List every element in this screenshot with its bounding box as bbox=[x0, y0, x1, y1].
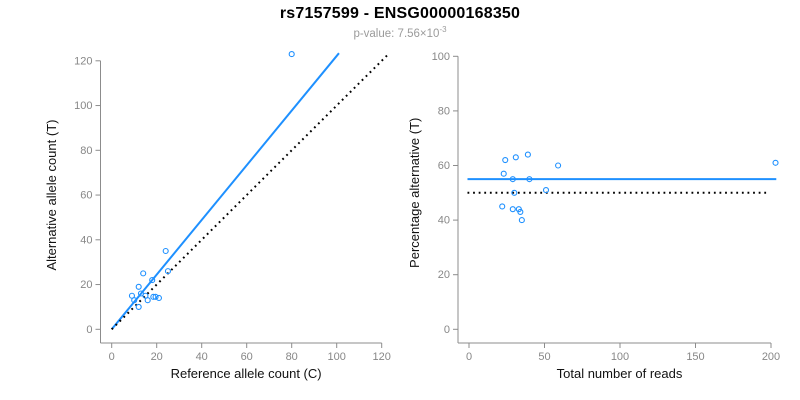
data-point bbox=[155, 294, 162, 302]
data-point bbox=[149, 277, 156, 284]
p-value-exponent: -3 bbox=[439, 25, 447, 34]
y-tick-label: 0 bbox=[86, 324, 92, 336]
x-tick-label: 60 bbox=[241, 351, 253, 363]
x-tick-label: 80 bbox=[286, 351, 298, 363]
data-point bbox=[517, 208, 524, 215]
x-tick-label: 20 bbox=[151, 351, 163, 363]
y-tick-label: 100 bbox=[74, 100, 92, 112]
y-tick-label: 0 bbox=[444, 324, 450, 336]
data-point bbox=[555, 162, 562, 169]
p-value-prefix: p-value: bbox=[353, 27, 398, 40]
x-axis-title: Total number of reads bbox=[557, 366, 683, 381]
data-point bbox=[140, 270, 147, 277]
y-tick-label: 20 bbox=[438, 269, 450, 281]
data-point bbox=[135, 283, 142, 290]
data-point bbox=[499, 203, 506, 210]
y-tick-label: 40 bbox=[80, 234, 92, 246]
data-point bbox=[135, 303, 142, 310]
data-point bbox=[511, 189, 518, 196]
data-point bbox=[524, 151, 531, 158]
x-tick-label: 40 bbox=[196, 351, 208, 363]
data-point bbox=[512, 154, 519, 161]
data-point bbox=[288, 51, 295, 58]
p-value-subtitle: p-value: 7.56×10-3 bbox=[0, 25, 800, 40]
x-tick-label: 150 bbox=[686, 351, 704, 363]
data-point bbox=[518, 217, 525, 224]
y-tick-label: 40 bbox=[438, 215, 450, 227]
x-tick-label: 120 bbox=[373, 351, 391, 363]
y-tick-label: 80 bbox=[438, 105, 450, 117]
y-tick-label: 20 bbox=[80, 279, 92, 291]
identity-line bbox=[110, 54, 389, 331]
data-point bbox=[509, 176, 516, 183]
x-tick-label: 100 bbox=[328, 351, 346, 363]
data-point bbox=[164, 268, 171, 275]
y-tick-label: 60 bbox=[80, 190, 92, 202]
x-tick-label: 200 bbox=[762, 351, 780, 363]
y-tick-label: 80 bbox=[80, 145, 92, 157]
x-tick-label: 0 bbox=[109, 351, 115, 363]
x-tick-label: 100 bbox=[611, 351, 629, 363]
x-axis-title: Reference allele count (C) bbox=[171, 366, 322, 381]
data-point bbox=[152, 293, 159, 300]
p-value-mantissa: 7.56×10 bbox=[397, 27, 440, 40]
data-point bbox=[502, 156, 509, 164]
data-point bbox=[526, 176, 533, 183]
y-tick-label: 120 bbox=[74, 55, 92, 67]
y-axis-title: Percentage alternative (T) bbox=[407, 118, 422, 268]
x-tick-label: 0 bbox=[466, 351, 472, 363]
data-point bbox=[509, 206, 516, 213]
data-point bbox=[144, 297, 151, 304]
y-tick-label: 100 bbox=[432, 51, 450, 63]
fitted-allelic-ratio-line bbox=[110, 52, 340, 330]
data-point bbox=[500, 170, 507, 177]
x-tick-label: 50 bbox=[538, 351, 550, 363]
y-axis-title: Alternative allele count (T) bbox=[44, 120, 59, 271]
y-tick-label: 60 bbox=[438, 160, 450, 172]
data-point bbox=[162, 247, 169, 255]
data-point bbox=[150, 293, 157, 300]
data-point bbox=[131, 297, 138, 304]
data-point bbox=[542, 187, 550, 194]
data-point bbox=[772, 159, 779, 166]
figure-title: rs7157599 - ENSG00000168350 bbox=[279, 5, 521, 22]
